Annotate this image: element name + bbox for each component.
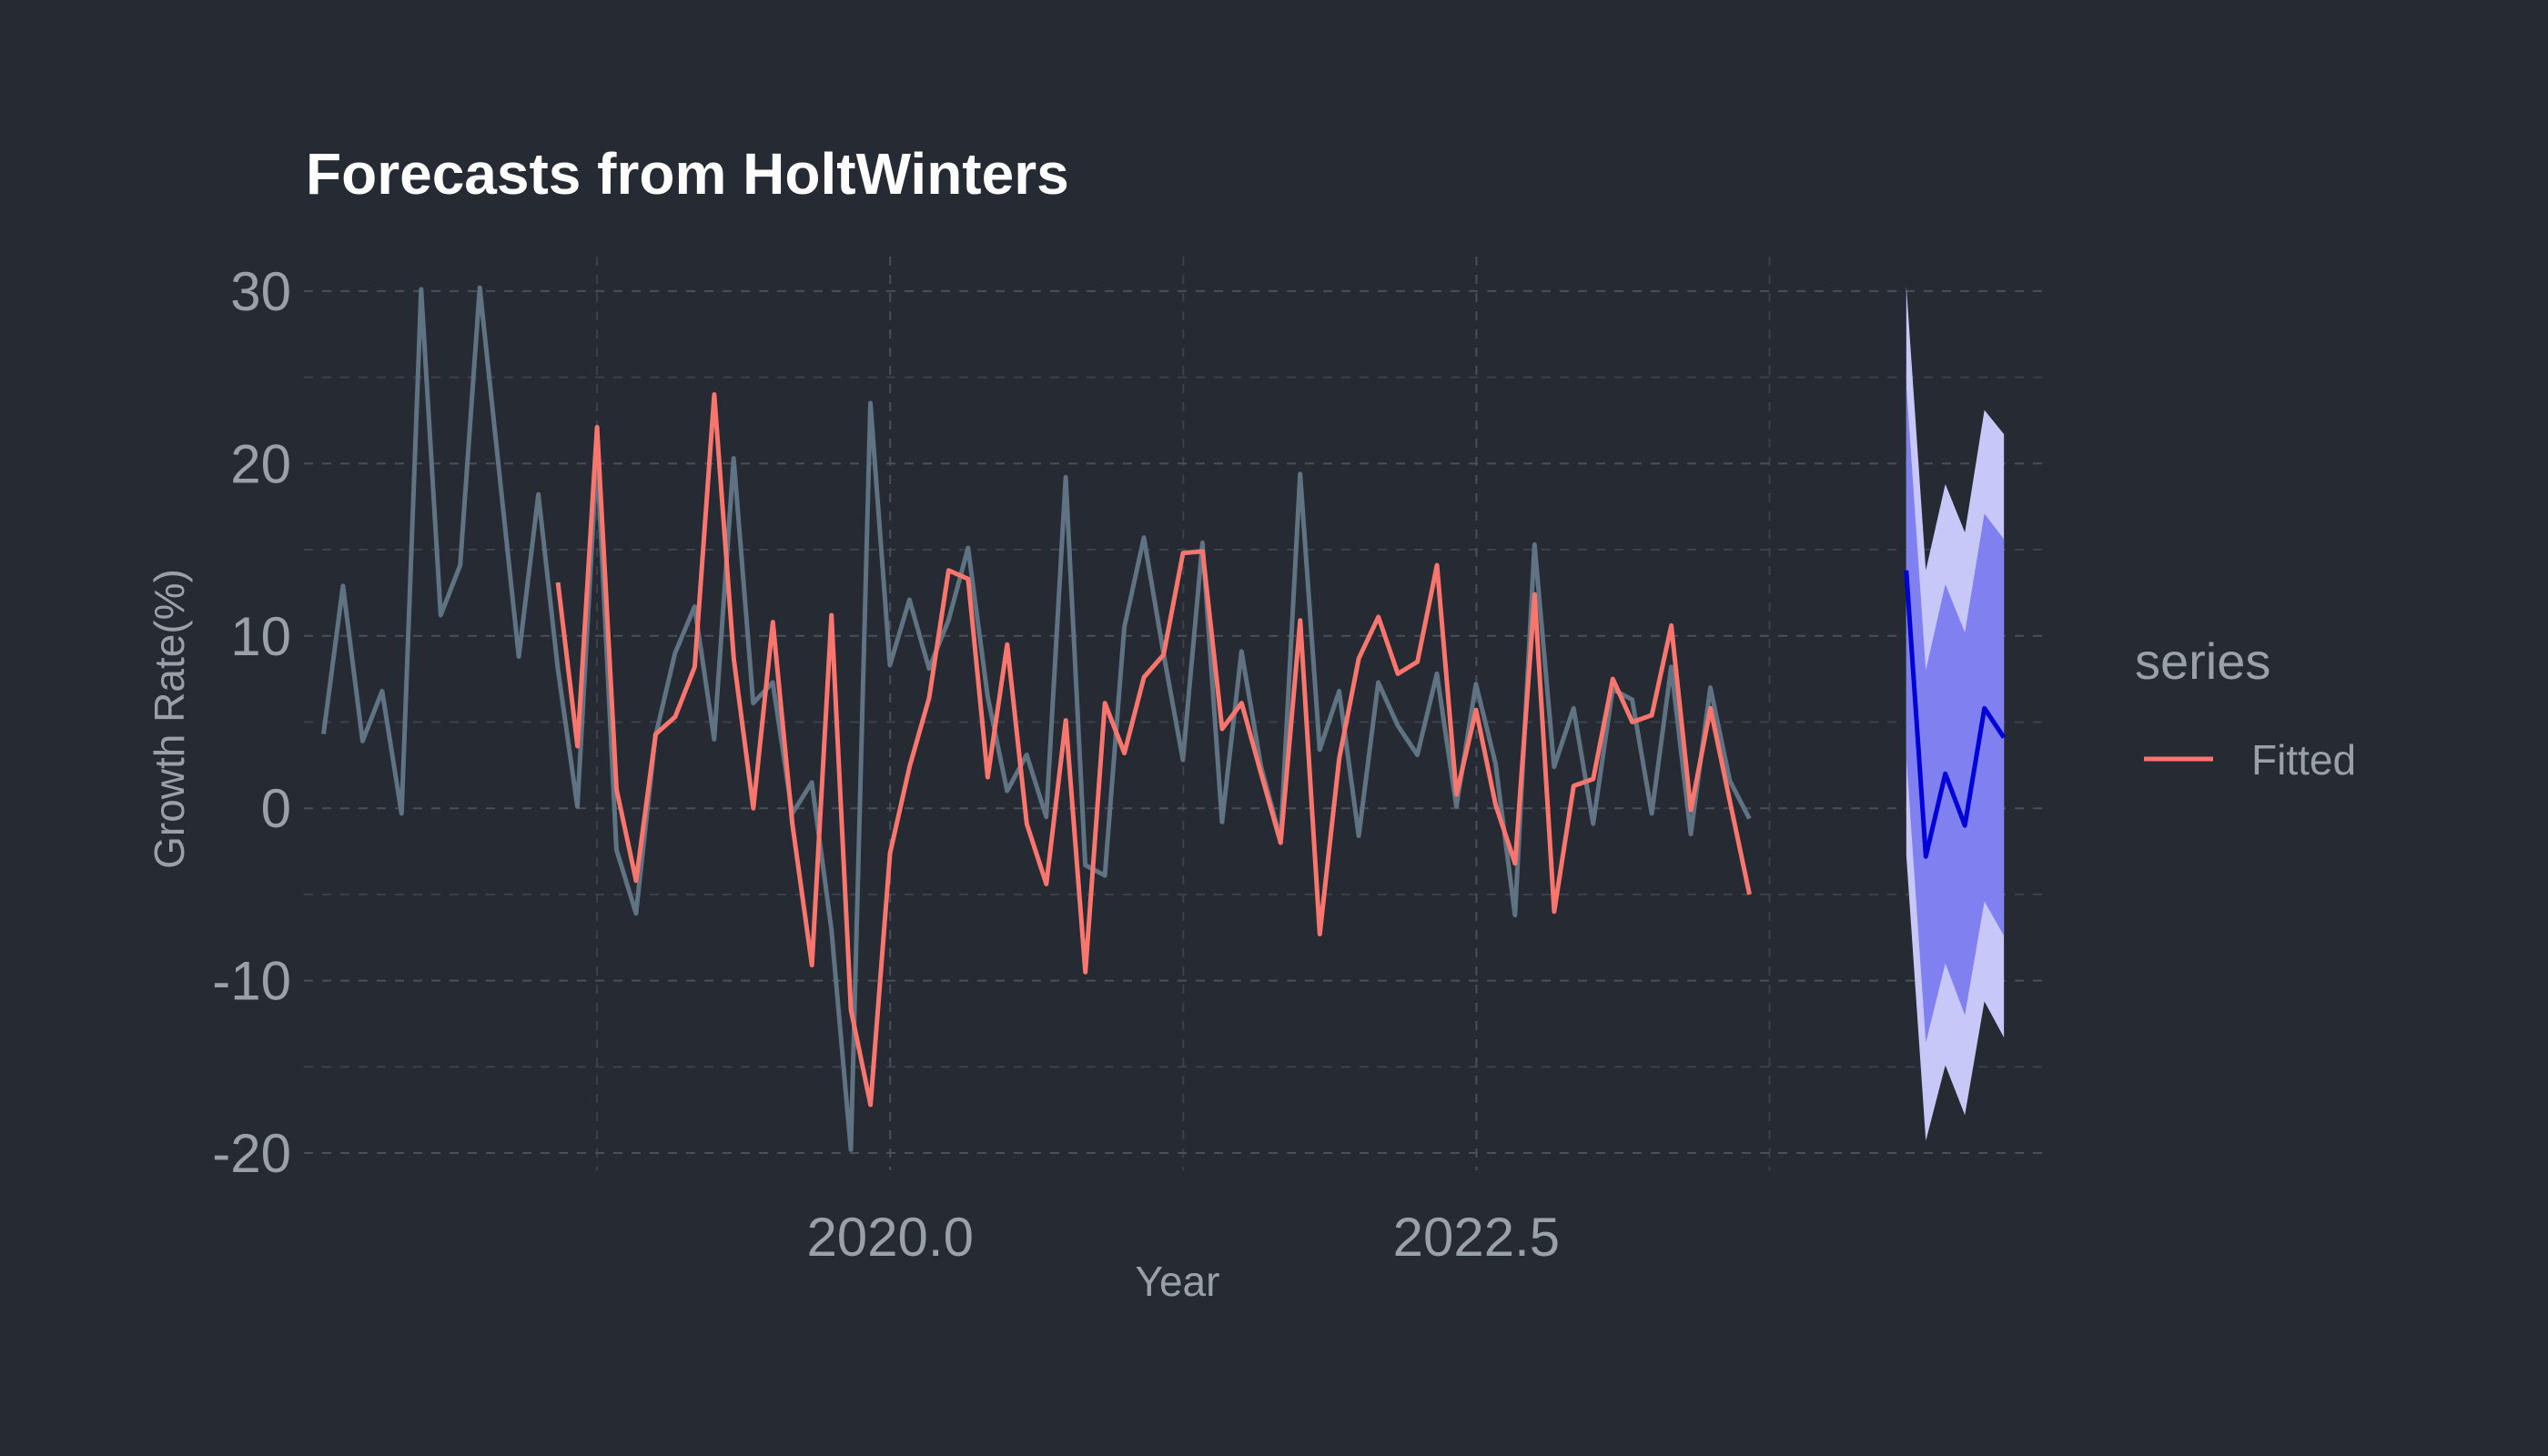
y-tick-label: 20	[230, 433, 291, 494]
fitted-series-line	[555, 392, 1752, 1107]
forecast-point-line	[1904, 570, 2007, 859]
y-tick-label: 30	[230, 261, 291, 322]
legend-label-fitted: Fitted	[2251, 736, 2356, 784]
x-tick-label: 2020.0	[806, 1207, 974, 1268]
legend: series Fitted	[2135, 632, 2356, 784]
actual-series-line	[321, 285, 1752, 1152]
y-tick-label: 0	[261, 778, 291, 839]
prediction-intervals	[1906, 286, 2005, 1141]
prediction-interval-80	[1906, 384, 2005, 1043]
y-axis-title: Growth Rate(%)	[146, 569, 193, 869]
x-axis-title: Year	[1136, 1258, 1220, 1305]
x-tick-label: 2022.5	[1393, 1207, 1561, 1268]
x-axis: 2020.0 2022.5	[806, 1207, 1560, 1268]
y-tick-label: 10	[230, 606, 291, 667]
series-lines	[321, 285, 2007, 1152]
y-axis: -20 -10 0 10 20 30	[212, 261, 291, 1184]
chart-title: Forecasts from HoltWinters	[306, 141, 1069, 207]
y-tick-label: -10	[212, 951, 291, 1012]
y-tick-label: -20	[212, 1123, 291, 1184]
legend-title: series	[2135, 632, 2270, 690]
